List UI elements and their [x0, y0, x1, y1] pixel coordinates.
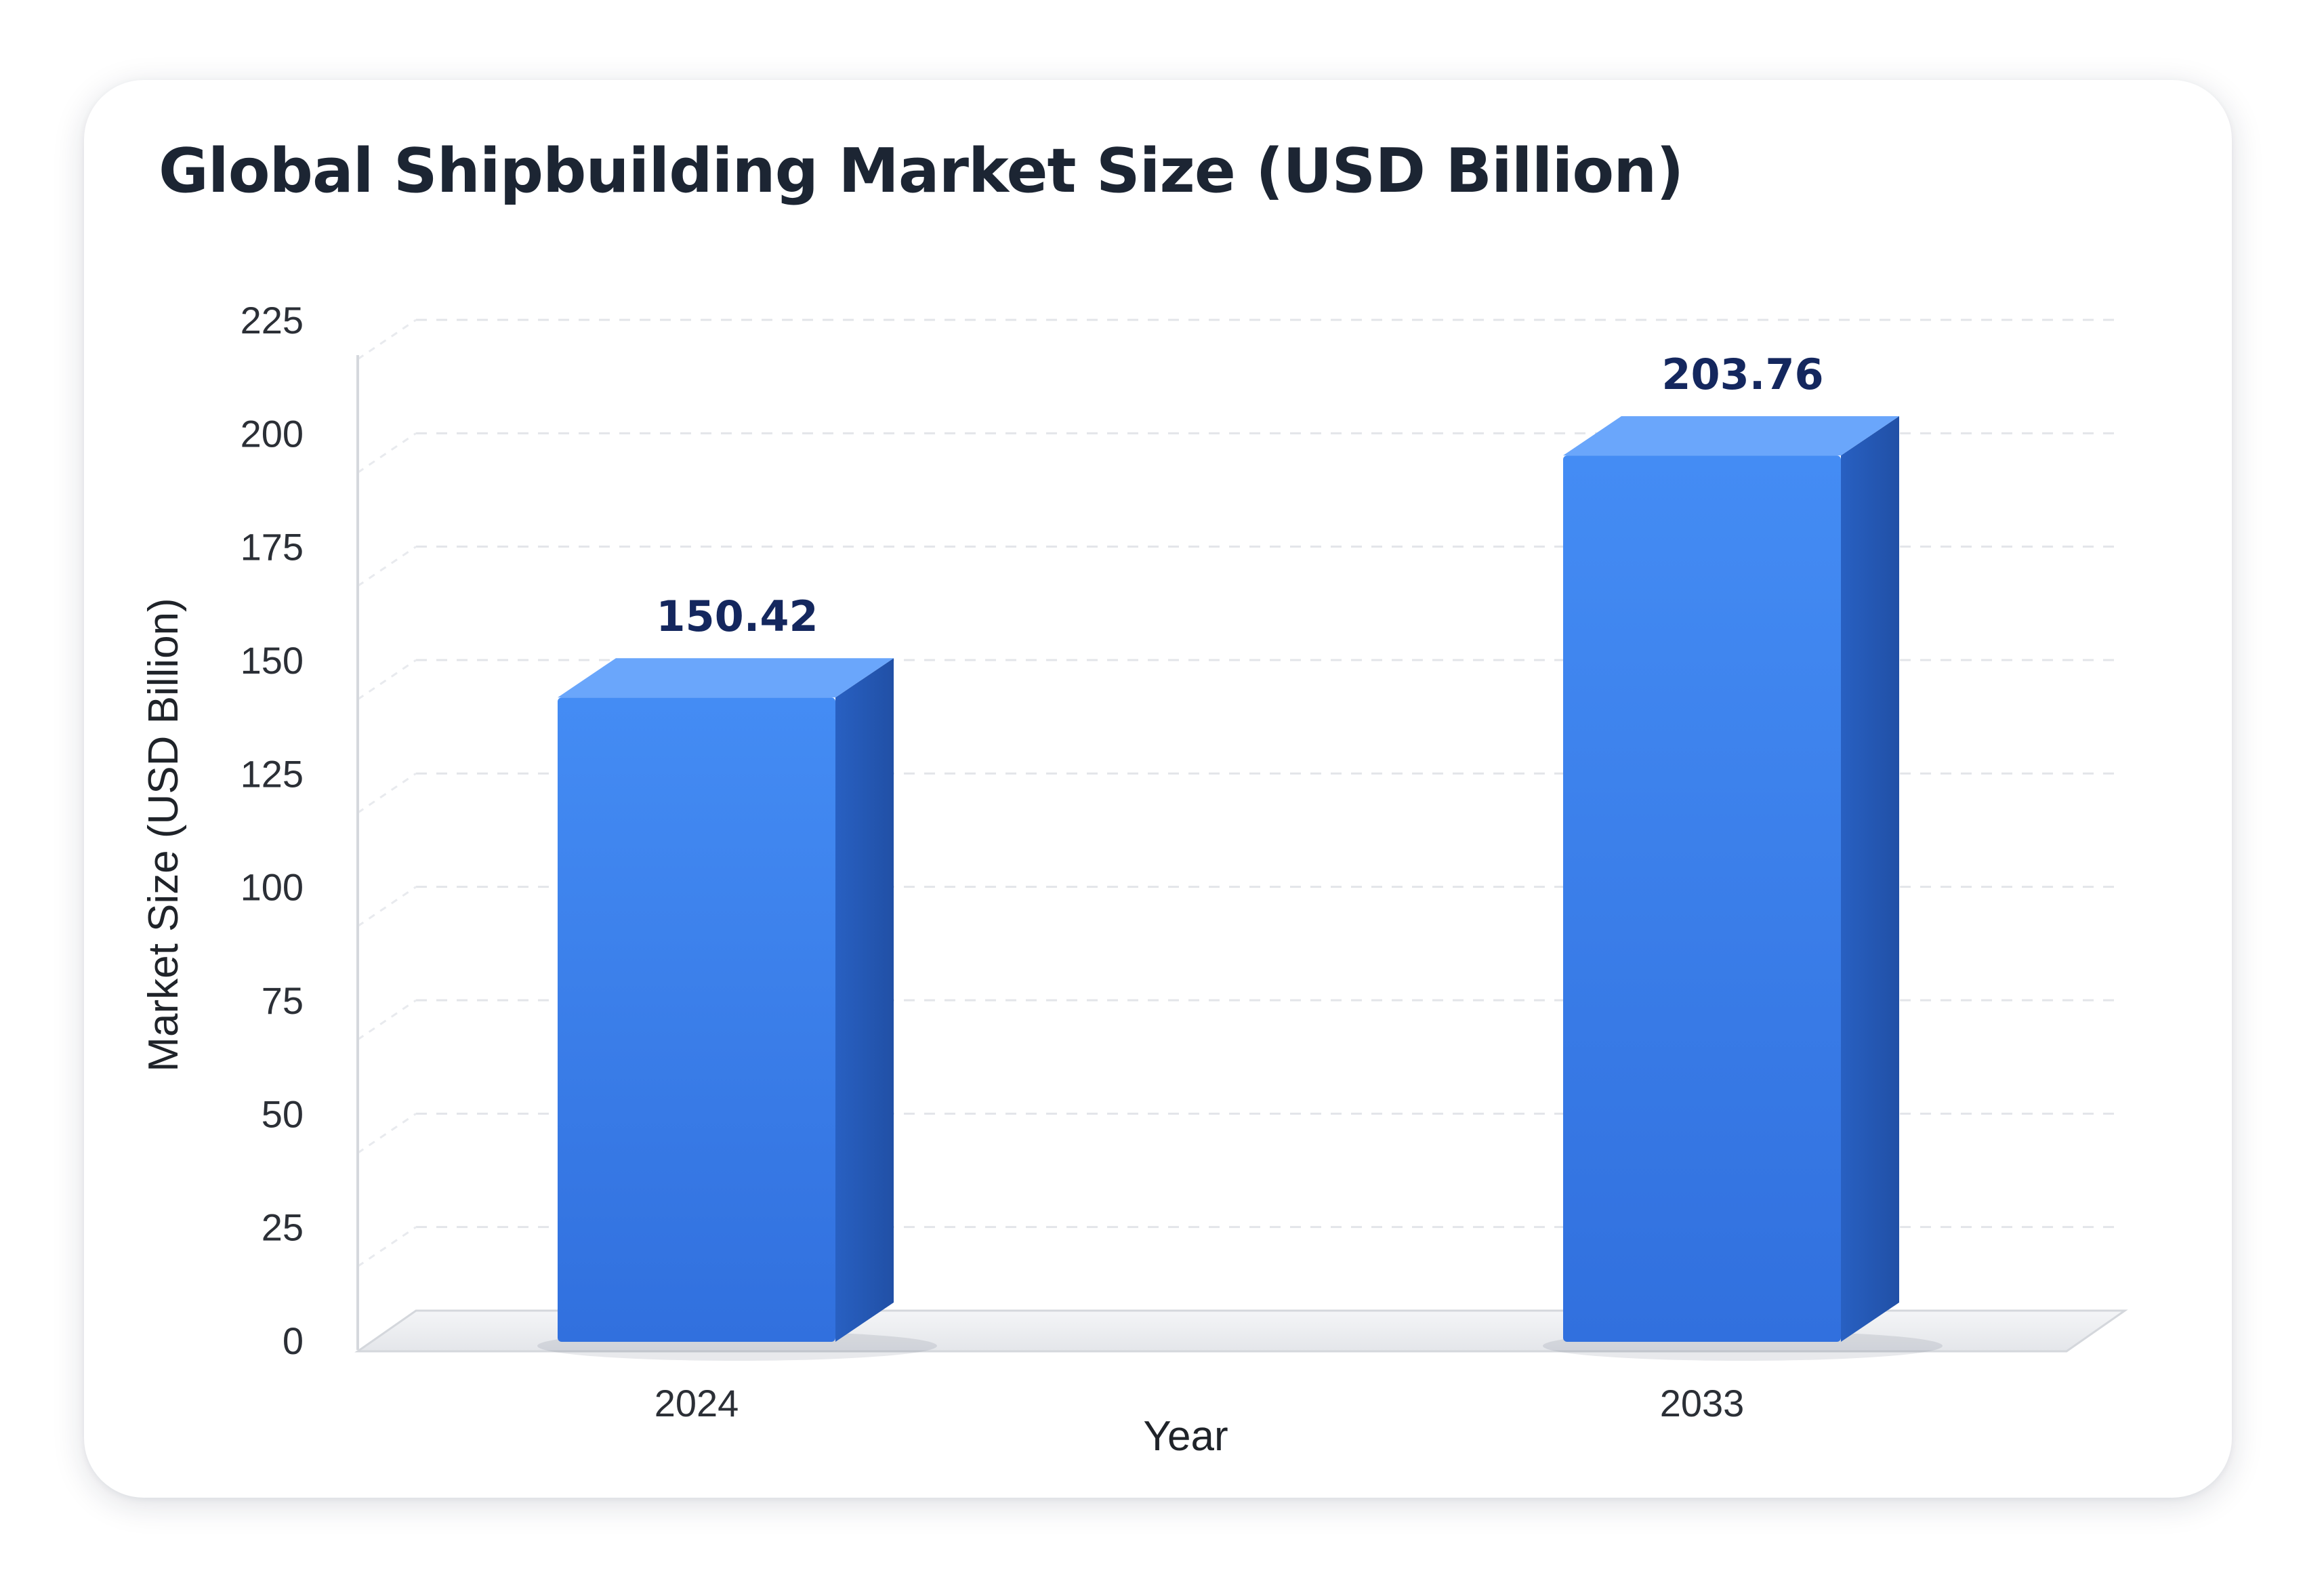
- gridline-side: [357, 546, 417, 587]
- y-axis-title: Market Size (USD Billion): [140, 598, 187, 1071]
- gridline-side: [357, 659, 417, 701]
- bar-front: [1563, 455, 1841, 1342]
- bar-front: [558, 697, 835, 1342]
- y-tick-label: 200: [241, 412, 304, 455]
- y-tick-label: 0: [283, 1319, 304, 1362]
- value-label: 150.42: [656, 592, 818, 641]
- gridlines: [357, 319, 2114, 1267]
- gridline-side: [357, 773, 417, 814]
- chart-title: Global Shipbuilding Market Size (USD Bil…: [159, 136, 1684, 207]
- bar-top: [558, 658, 894, 698]
- gridline-side: [357, 432, 417, 474]
- y-tick-label: 225: [241, 299, 304, 342]
- x-axis-title: Year: [1143, 1413, 1228, 1460]
- bar-side: [835, 658, 894, 1342]
- labels: 150.42 2024 203.76 2033 Year Market Size (USD…: [140, 350, 1824, 1460]
- y-axis: 0 25 50 75 100 125 150 175 200 225: [241, 299, 359, 1362]
- y-tick-label: 25: [262, 1206, 304, 1249]
- gridline-side: [357, 999, 417, 1041]
- value-label: 203.76: [1661, 350, 1823, 399]
- y-tick-label: 150: [241, 639, 304, 682]
- gridline-side: [357, 1113, 417, 1154]
- gridline-side: [357, 319, 417, 361]
- y-tick-label: 175: [241, 526, 304, 569]
- y-tick-label: 75: [262, 979, 304, 1022]
- y-tick-label: 100: [241, 866, 304, 909]
- bar-2024: [537, 658, 937, 1361]
- bar-2033: [1543, 416, 1943, 1361]
- gridline-side: [357, 886, 417, 927]
- x-tick-label: 2024: [655, 1382, 739, 1424]
- bar-side: [1841, 416, 1899, 1342]
- bars: [537, 416, 1943, 1361]
- y-tick-label: 50: [262, 1092, 304, 1135]
- gridline-side: [357, 1226, 417, 1267]
- x-tick-label: 2033: [1660, 1382, 1745, 1424]
- bar-top: [1563, 416, 1899, 456]
- y-tick-label: 125: [241, 752, 304, 795]
